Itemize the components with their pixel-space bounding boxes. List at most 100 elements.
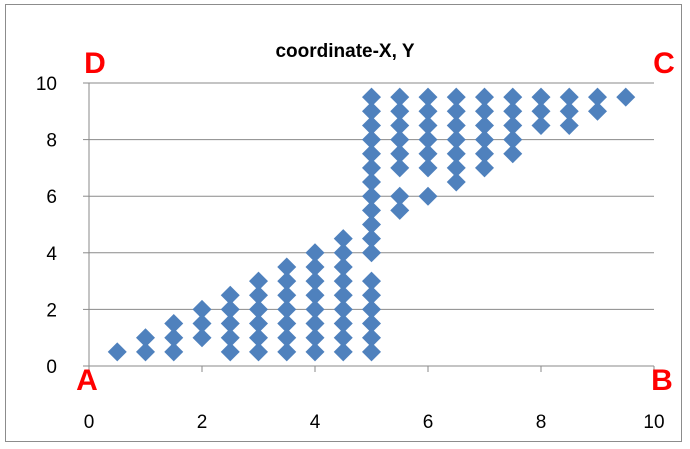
data-point [305, 285, 325, 305]
data-point [249, 299, 268, 319]
data-point [475, 144, 494, 164]
y-tick-label-4: 4 [46, 244, 57, 265]
data-point [362, 87, 381, 107]
x-tick-label-2: 2 [197, 412, 208, 433]
data-point [503, 144, 523, 164]
x-tick-label-6: 6 [423, 412, 434, 433]
data-point [446, 158, 466, 178]
data-point [305, 328, 325, 348]
data-point [249, 285, 268, 305]
data-point [475, 87, 494, 107]
data-point [136, 342, 155, 362]
x-tick-label-4: 4 [310, 412, 321, 433]
data-point [333, 299, 353, 319]
data-point [277, 257, 297, 277]
data-point [362, 144, 381, 164]
y-tick-label-8: 8 [46, 131, 57, 152]
data-point [418, 186, 438, 206]
data-point [277, 299, 297, 319]
axes [83, 82, 655, 372]
data-point [418, 158, 438, 178]
data-point [390, 115, 410, 135]
data-point [192, 299, 212, 319]
data-point [305, 257, 325, 277]
data-point [362, 328, 381, 348]
y-tick-label-10: 10 [36, 74, 57, 95]
data-point [531, 87, 551, 107]
data-point [503, 130, 523, 150]
data-point [418, 115, 438, 135]
corner-label-d: D [84, 47, 106, 80]
corner-labels: A B C D [76, 47, 675, 397]
data-point [333, 285, 353, 305]
data-point [588, 101, 607, 121]
data-point [192, 328, 212, 348]
data-point [333, 257, 353, 277]
data-point [418, 87, 438, 107]
data-point [418, 144, 438, 164]
x-tick-label-0: 0 [84, 412, 95, 433]
data-point [362, 285, 381, 305]
data-point [362, 130, 381, 150]
data-point [390, 200, 410, 220]
data-point [362, 271, 381, 291]
data-point [475, 115, 494, 135]
data-point [418, 101, 438, 121]
data-point [390, 186, 410, 206]
data-point [305, 243, 325, 263]
data-point [362, 229, 381, 249]
data-point [475, 158, 494, 178]
data-point [220, 314, 240, 334]
data-point [362, 186, 381, 206]
data-point [390, 144, 410, 164]
data-point [446, 115, 466, 135]
corner-label-c: C [653, 47, 675, 80]
data-point [362, 243, 381, 263]
data-point [588, 87, 607, 107]
data-point [390, 101, 410, 121]
data-point [305, 342, 325, 362]
data-point [305, 314, 325, 334]
data-point [362, 342, 381, 362]
data-point [220, 285, 240, 305]
data-point [362, 172, 381, 192]
data-point [503, 115, 523, 135]
data-point [249, 314, 268, 334]
data-point [559, 87, 579, 107]
data-point [333, 342, 353, 362]
y-tick-label-2: 2 [46, 300, 57, 321]
data-point [390, 87, 410, 107]
data-point [362, 115, 381, 135]
data-point [333, 314, 353, 334]
tick-labels: 0 2 4 6 8 10 0 2 4 6 8 10 [36, 74, 665, 433]
chart-title: coordinate-X, Y [275, 41, 414, 62]
data-point [446, 144, 466, 164]
data-point [616, 87, 636, 107]
corner-label-a: A [76, 364, 98, 397]
data-point [362, 299, 381, 319]
data-point [277, 285, 297, 305]
data-point [475, 130, 494, 150]
data-point [333, 271, 353, 291]
data-point [390, 158, 410, 178]
data-point [333, 328, 353, 348]
data-point [333, 243, 353, 263]
data-point [531, 115, 551, 135]
x-tick-label-10: 10 [643, 412, 664, 433]
data-points [107, 87, 636, 362]
data-point [446, 130, 466, 150]
chart-frame [5, 4, 682, 442]
data-point [475, 101, 494, 121]
data-point [220, 299, 240, 319]
data-point [277, 271, 297, 291]
data-point [503, 87, 523, 107]
data-point [559, 115, 579, 135]
data-point [362, 314, 381, 334]
data-point [503, 101, 523, 121]
data-point [446, 87, 466, 107]
data-point [249, 271, 268, 291]
corner-label-b: B [651, 364, 673, 397]
data-point [446, 172, 466, 192]
data-point [277, 314, 297, 334]
